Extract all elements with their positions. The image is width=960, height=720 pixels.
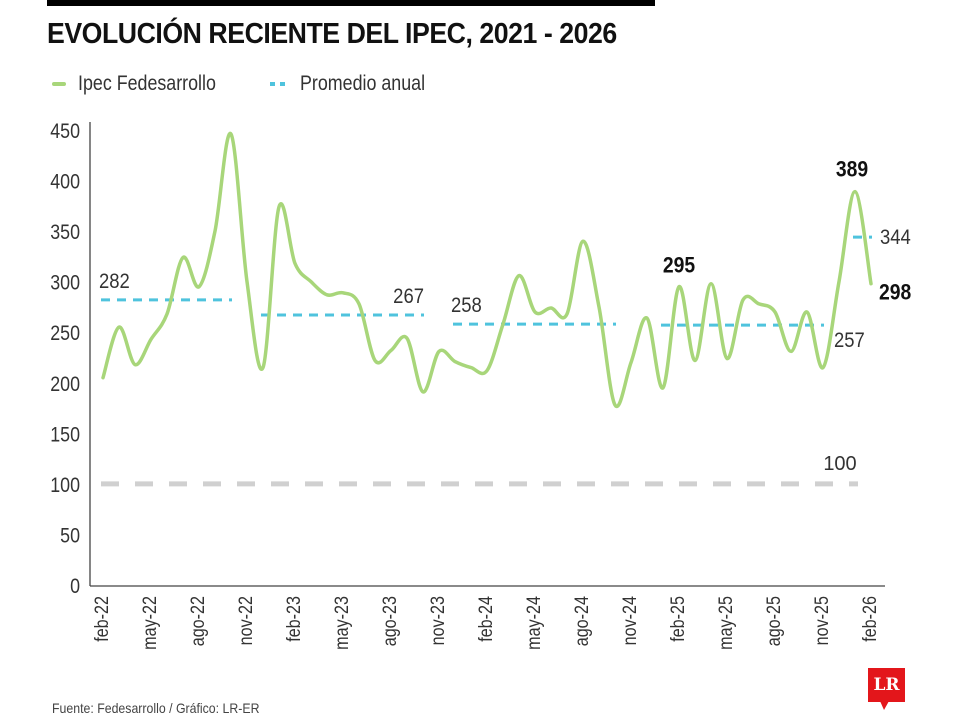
- y-tick-label: 100: [50, 474, 80, 498]
- x-tick-label: ago-22: [187, 596, 209, 646]
- x-tick-label: feb-23: [283, 596, 305, 642]
- legend-item-ipec: Ipec Fedesarrollo: [52, 72, 240, 96]
- x-tick-label: feb-24: [475, 596, 497, 642]
- x-tick-label: ago-25: [763, 596, 785, 646]
- x-tick-label: may-24: [523, 596, 545, 650]
- lr-logo-icon: LR: [868, 668, 905, 710]
- annual-average-label: 344: [880, 226, 911, 249]
- legend-item-average: Promedio anual: [270, 72, 447, 96]
- dashed-line-swatch-icon: [270, 82, 287, 86]
- x-tick-label: may-22: [139, 596, 161, 650]
- y-tick-label: 250: [50, 322, 80, 346]
- y-tick-label: 0: [70, 575, 80, 599]
- solid-line-swatch-icon: [52, 82, 66, 86]
- x-tick-label: feb-26: [859, 596, 881, 642]
- y-tick-label: 200: [50, 372, 80, 396]
- top-rule: [47, 0, 655, 6]
- x-tick-label: nov-25: [811, 596, 833, 646]
- annual-average-label: 267: [393, 285, 424, 308]
- y-tick-label: 450: [50, 120, 80, 144]
- x-tick-label: feb-22: [91, 596, 113, 642]
- chart-title: EVOLUCIÓN RECIENTE DEL IPEC, 2021 - 2026: [47, 18, 617, 50]
- x-tick-label: nov-24: [619, 596, 641, 646]
- x-tick-label: may-25: [715, 596, 737, 650]
- reference-line-label: 100: [823, 453, 856, 475]
- value-annotation: 389: [836, 158, 868, 182]
- ipec-series-line: [101, 132, 873, 409]
- x-tick-label: ago-23: [379, 596, 401, 646]
- x-tick-label: ago-24: [571, 596, 593, 646]
- y-tick-label: 50: [60, 524, 80, 548]
- legend-label: Promedio anual: [300, 72, 426, 95]
- x-tick-label: nov-22: [235, 596, 257, 645]
- x-tick-label: feb-25: [667, 596, 689, 642]
- y-tick-label: 300: [50, 271, 80, 295]
- value-annotation: 295: [663, 254, 695, 278]
- annual-average-label: 257: [834, 329, 865, 352]
- y-tick-label: 350: [50, 221, 80, 245]
- annual-average-label: 282: [99, 270, 130, 293]
- y-tick-label: 400: [50, 170, 80, 194]
- x-tick-label: nov-23: [427, 596, 449, 646]
- value-annotation: 298: [879, 281, 911, 305]
- source-footer: Fuente: Fedesarrollo / Gráfico: LR-ER: [52, 700, 260, 716]
- annual-average-label: 258: [451, 294, 482, 317]
- legend-label: Ipec Fedesarrollo: [78, 72, 216, 95]
- legend: Ipec Fedesarrollo Promedio anual: [52, 72, 477, 96]
- y-tick-label: 150: [50, 423, 80, 447]
- x-tick-label: may-23: [331, 596, 353, 650]
